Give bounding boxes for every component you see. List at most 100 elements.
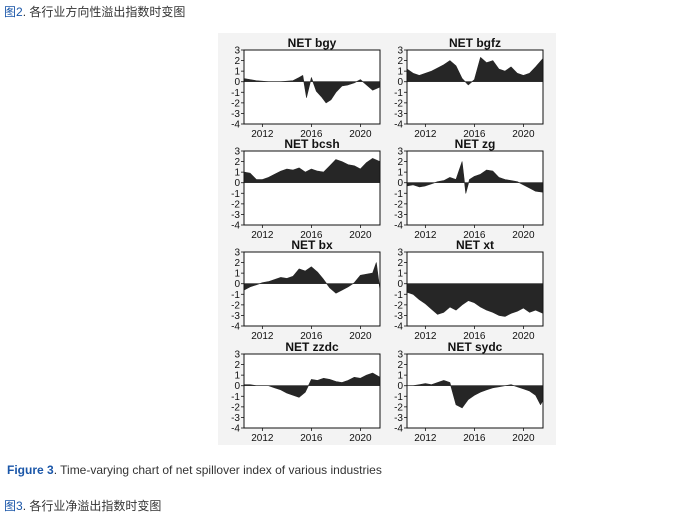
y-tick-label: -1: [231, 392, 240, 403]
net-spillover-figure: NET bgy 3 2 1 0 -1 -2 -3 -4 2012 2016 2020 NET bgfz 3…: [218, 33, 556, 445]
figure-2-caption-text: . 各行业方向性溢出指数时变图: [22, 5, 186, 19]
x-tick-label: 2020: [512, 331, 535, 342]
y-tick-label: -2: [231, 98, 240, 109]
x-tick-label: 2020: [349, 230, 372, 241]
y-tick-label: -3: [231, 311, 240, 322]
y-tick-label: 2: [397, 360, 403, 371]
y-tick-label: -2: [394, 402, 403, 413]
net-spillover-area: [406, 283, 544, 317]
y-tick-label: -4: [231, 322, 240, 333]
y-tick-label: 2: [234, 258, 240, 269]
y-tick-label: 0: [234, 279, 240, 290]
y-tick-label: -1: [231, 88, 240, 99]
y-tick-label: -1: [394, 189, 403, 200]
y-tick-label: -4: [394, 424, 403, 435]
y-tick-label: 0: [397, 381, 403, 392]
x-tick-label: 2012: [414, 129, 437, 140]
x-tick-label: 2020: [512, 230, 535, 241]
plot-area: [244, 252, 380, 326]
plot-frame: [243, 353, 381, 429]
x-tick-label: 2012: [414, 230, 437, 241]
net-spillover-area: [406, 380, 544, 409]
plot-frame: [406, 150, 544, 226]
y-tick-label: 3: [397, 147, 403, 158]
y-tick-label: -1: [231, 189, 240, 200]
y-tick-label: 1: [234, 371, 240, 382]
y-tick-label: 3: [397, 248, 403, 259]
net-spillover-area: [243, 158, 381, 183]
figure-3-caption-text: . 各行业净溢出指数时变图: [22, 499, 162, 513]
figure-3-link[interactable]: 图3: [4, 499, 23, 513]
x-tick-label: 2012: [251, 331, 274, 342]
y-tick-label: -4: [231, 120, 240, 131]
figure-3-caption-english-text: . Time-varying chart of net spillover in…: [53, 463, 382, 477]
y-tick-label: 2: [234, 360, 240, 371]
y-tick-label: 3: [234, 350, 240, 361]
y-tick-label: 3: [397, 350, 403, 361]
y-tick-label: 3: [234, 147, 240, 158]
y-tick-label: -4: [231, 424, 240, 435]
x-tick-label: 2016: [463, 129, 486, 140]
plot-frame: [406, 251, 544, 327]
y-tick-label: -3: [394, 413, 403, 424]
x-tick-label: 2012: [251, 230, 274, 241]
figure-2-caption: 图2. 各行业方向性溢出指数时变图: [4, 5, 185, 19]
y-tick-label: -3: [231, 210, 240, 221]
y-tick-label: -4: [394, 221, 403, 232]
y-tick-label: 1: [234, 67, 240, 78]
plot-area: [244, 354, 380, 428]
y-tick-label: -3: [394, 210, 403, 221]
figure-3-caption-english: Figure 3. Time-varying chart of net spil…: [7, 463, 382, 477]
y-tick-label: 1: [234, 168, 240, 179]
x-tick-label: 2020: [349, 129, 372, 140]
plot-frame: [406, 49, 544, 125]
panel-title: NET sydc: [448, 340, 503, 354]
x-tick-label: 2020: [349, 331, 372, 342]
y-tick-label: 3: [397, 46, 403, 57]
x-tick-label: 2016: [300, 230, 323, 241]
y-tick-label: 1: [397, 269, 403, 280]
panel-title: NET bgfz: [449, 36, 501, 50]
x-tick-label: 2012: [251, 129, 274, 140]
panel-title: NET bgy: [288, 36, 337, 50]
figure-3-label[interactable]: Figure 3: [7, 463, 54, 477]
y-tick-label: -2: [231, 402, 240, 413]
x-tick-label: 2020: [349, 433, 372, 444]
x-tick-label: 2012: [414, 433, 437, 444]
y-tick-label: -1: [394, 392, 403, 403]
plot-area: [244, 151, 380, 225]
y-tick-label: 1: [397, 371, 403, 382]
plot-frame: [243, 150, 381, 226]
y-tick-label: 3: [234, 46, 240, 57]
x-tick-label: 2012: [251, 433, 274, 444]
y-tick-label: -3: [231, 109, 240, 120]
plot-frame: [243, 49, 381, 125]
y-tick-label: 0: [397, 279, 403, 290]
y-tick-label: -3: [394, 109, 403, 120]
panel-title: NET zg: [455, 137, 496, 151]
plot-frame: [406, 353, 544, 429]
figure-2-link[interactable]: 图2: [4, 5, 23, 19]
y-tick-label: -1: [394, 88, 403, 99]
y-tick-label: 2: [234, 56, 240, 67]
y-tick-label: -1: [231, 290, 240, 301]
y-tick-label: -2: [394, 98, 403, 109]
plot-area: [407, 50, 543, 124]
y-tick-label: 0: [234, 381, 240, 392]
y-tick-label: 2: [397, 56, 403, 67]
y-tick-label: 1: [234, 269, 240, 280]
panel-title: NET xt: [456, 238, 494, 252]
plot-area: [244, 50, 380, 124]
y-tick-label: -2: [394, 199, 403, 210]
x-tick-label: 2016: [463, 331, 486, 342]
y-tick-label: -1: [394, 290, 403, 301]
y-tick-label: -4: [394, 322, 403, 333]
